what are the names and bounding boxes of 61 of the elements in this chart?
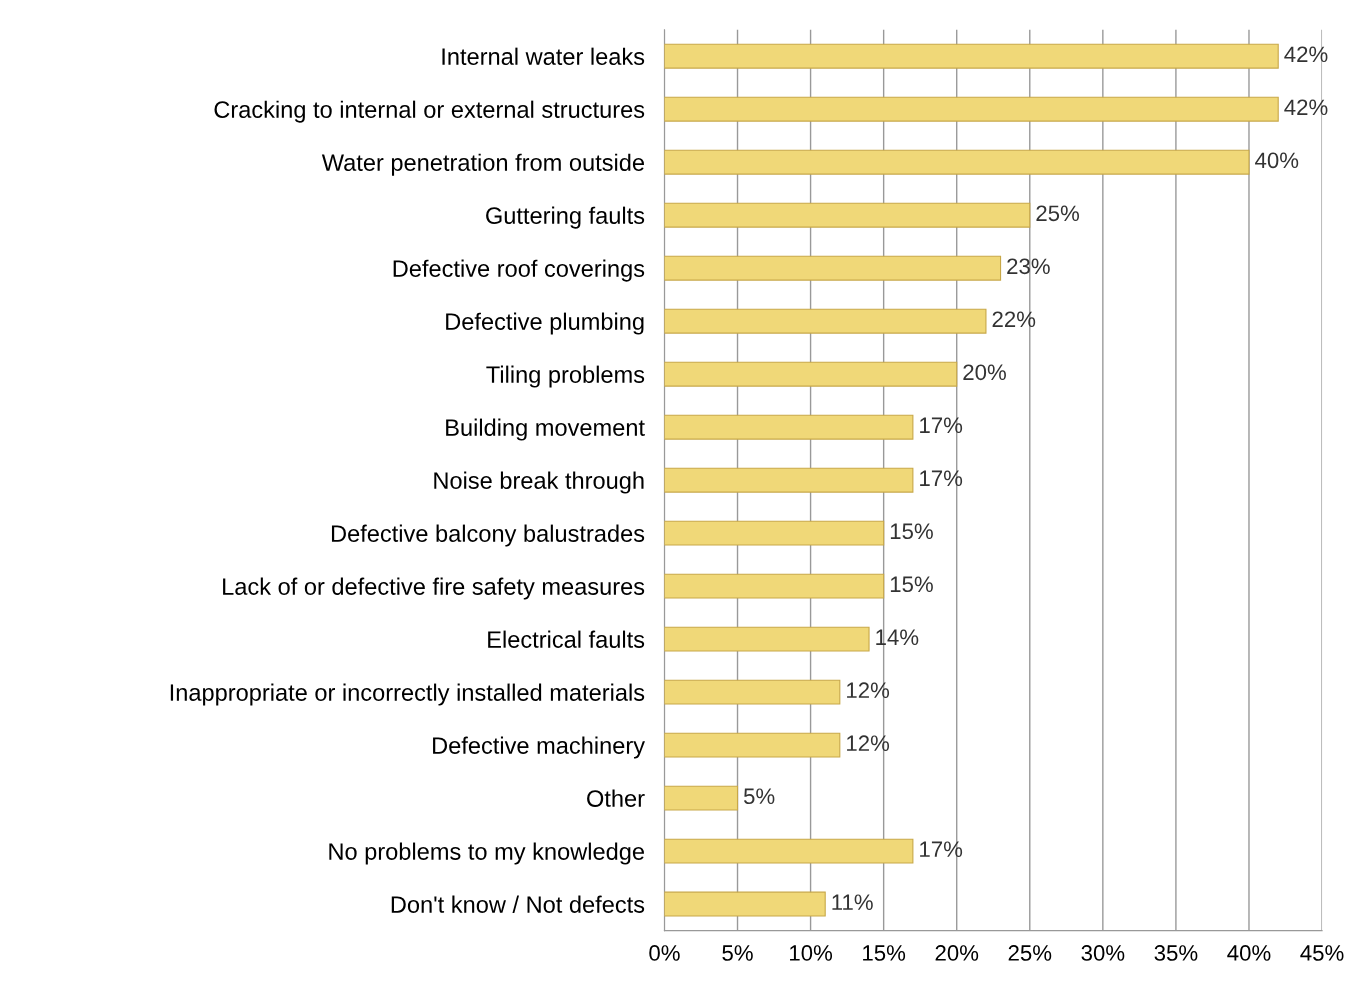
data-label: 5% bbox=[743, 788, 775, 805]
data-label: 14% bbox=[876, 629, 919, 646]
data-label: 15% bbox=[890, 576, 933, 593]
y-tick-label: Don't know / Not defects bbox=[391, 895, 645, 913]
y-tick-label: Defective plumbing bbox=[446, 312, 644, 335]
x-tick-label: 20% bbox=[935, 945, 979, 961]
bar bbox=[664, 520, 885, 546]
bar bbox=[664, 308, 987, 334]
bar bbox=[664, 891, 826, 917]
data-label: 42% bbox=[1284, 99, 1328, 116]
y-tick-label: Water penetration from outside bbox=[321, 153, 644, 176]
x-tick-label: 30% bbox=[1081, 945, 1125, 961]
bar bbox=[664, 414, 914, 440]
bar bbox=[664, 732, 841, 758]
data-label: 20% bbox=[963, 364, 1006, 381]
data-label: 17% bbox=[920, 417, 963, 434]
bar bbox=[664, 361, 958, 387]
bar bbox=[664, 467, 914, 493]
y-tick-label: Guttering faults bbox=[486, 206, 645, 229]
y-tick-label: Defective balcony balustrades bbox=[331, 524, 645, 547]
bar bbox=[664, 785, 739, 811]
data-label: 12% bbox=[847, 682, 890, 698]
x-tick-label: 45% bbox=[1300, 945, 1344, 961]
x-tick-label: 35% bbox=[1154, 945, 1198, 961]
x-tick-label: 25% bbox=[1008, 945, 1052, 961]
bar bbox=[664, 96, 1279, 122]
x-tick-label: 40% bbox=[1227, 945, 1271, 961]
data-label: 17% bbox=[920, 841, 963, 857]
y-tick-label: Electrical faults bbox=[488, 630, 645, 648]
data-label: 25% bbox=[1036, 205, 1080, 222]
x-tick-label: 0% bbox=[649, 945, 680, 961]
y-tick-label: Tiling problems bbox=[486, 365, 645, 388]
y-tick-label: No problems to my knowledge bbox=[329, 842, 644, 865]
data-label: 17% bbox=[920, 470, 963, 487]
bar bbox=[664, 149, 1250, 175]
bar bbox=[664, 255, 1002, 281]
data-label: 42% bbox=[1284, 46, 1328, 63]
data-label: 40% bbox=[1255, 152, 1299, 169]
y-tick-label: Noise break through bbox=[434, 471, 644, 494]
y-tick-label: Other bbox=[587, 789, 645, 807]
bar bbox=[664, 202, 1031, 228]
bar bbox=[664, 573, 885, 599]
y-tick-label: Defective machinery bbox=[433, 736, 645, 759]
data-label: 15% bbox=[890, 523, 933, 540]
y-tick-label: Building movement bbox=[446, 418, 645, 441]
data-label: 11% bbox=[832, 894, 873, 910]
y-tick-label: Cracking to internal or external structures bbox=[214, 100, 645, 123]
y-tick-label: Lack of or defective fire safety measures bbox=[223, 577, 645, 600]
y-tick-label: Internal water leaks bbox=[442, 47, 645, 65]
bar bbox=[664, 626, 870, 652]
data-label: 22% bbox=[992, 311, 1036, 328]
bar bbox=[664, 43, 1279, 69]
data-label: 12% bbox=[847, 735, 890, 751]
data-label: 23% bbox=[1007, 258, 1050, 275]
y-tick-label: Inappropriate or incorrectly installed materials bbox=[170, 683, 645, 706]
bar bbox=[664, 679, 841, 705]
x-tick-label: 5% bbox=[722, 945, 753, 961]
y-tick-label: Defective roof coverings bbox=[393, 259, 645, 282]
x-tick-label: 15% bbox=[863, 945, 906, 961]
bar bbox=[664, 838, 914, 864]
x-tick-label: 10% bbox=[790, 945, 833, 961]
